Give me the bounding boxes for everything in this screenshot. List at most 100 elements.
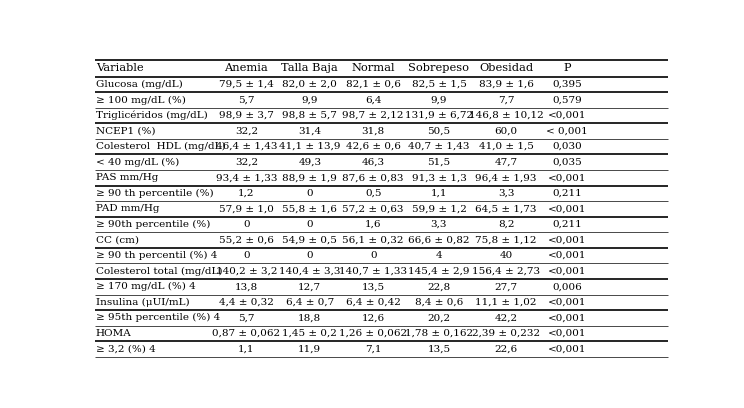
Text: 4: 4: [436, 251, 442, 260]
Text: 6,4: 6,4: [365, 95, 382, 104]
Text: Variable: Variable: [96, 63, 144, 73]
Text: 2,39 ± 0,232: 2,39 ± 0,232: [472, 329, 540, 338]
Text: 56,1 ± 0,32: 56,1 ± 0,32: [342, 235, 404, 244]
Text: 40: 40: [499, 251, 513, 260]
Text: 145,4 ± 2,9: 145,4 ± 2,9: [408, 267, 469, 276]
Text: 0,035: 0,035: [552, 158, 582, 167]
Text: 7,1: 7,1: [365, 344, 382, 354]
Text: Colesterol total (mg/dL): Colesterol total (mg/dL): [96, 267, 222, 276]
Text: 75,8 ± 1,12: 75,8 ± 1,12: [475, 235, 537, 244]
Text: 140,7 ± 1,33: 140,7 ± 1,33: [339, 267, 407, 276]
Text: 11,9: 11,9: [298, 344, 321, 354]
Text: 47,7: 47,7: [495, 158, 518, 167]
Text: 54,9 ± 0,5: 54,9 ± 0,5: [283, 235, 337, 244]
Text: 31,4: 31,4: [298, 126, 321, 135]
Text: 0: 0: [243, 251, 250, 260]
Text: 13,8: 13,8: [235, 282, 258, 291]
Text: 57,2 ± 0,63: 57,2 ± 0,63: [342, 204, 404, 213]
Text: 0,87 ± 0,062: 0,87 ± 0,062: [212, 329, 280, 338]
Text: 5,7: 5,7: [238, 313, 254, 322]
Text: 0,5: 0,5: [365, 189, 382, 198]
Text: 8,2: 8,2: [498, 220, 514, 229]
Text: 59,9 ± 1,2: 59,9 ± 1,2: [411, 204, 466, 213]
Text: CC (cm): CC (cm): [96, 235, 139, 244]
Text: 82,5 ± 1,5: 82,5 ± 1,5: [411, 80, 466, 89]
Text: ≥ 90th percentile (%): ≥ 90th percentile (%): [96, 220, 211, 229]
Text: <0,001: <0,001: [548, 298, 586, 307]
Text: 51,5: 51,5: [427, 158, 451, 167]
Text: 1,6: 1,6: [365, 220, 382, 229]
Text: 0: 0: [307, 220, 313, 229]
Text: 1,1: 1,1: [431, 189, 447, 198]
Text: 55,8 ± 1,6: 55,8 ± 1,6: [283, 204, 337, 213]
Text: < 40 mg/dL (%): < 40 mg/dL (%): [96, 157, 179, 167]
Text: 9,9: 9,9: [431, 95, 447, 104]
Text: 5,7: 5,7: [238, 95, 254, 104]
Text: 4,4 ± 0,32: 4,4 ± 0,32: [219, 298, 274, 307]
Text: 6,4 ± 0,42: 6,4 ± 0,42: [346, 298, 401, 307]
Text: <0,001: <0,001: [548, 267, 586, 276]
Text: 12,6: 12,6: [362, 313, 385, 322]
Text: ≥ 90 th percentil (%) 4: ≥ 90 th percentil (%) 4: [96, 251, 217, 260]
Text: 31,8: 31,8: [362, 126, 385, 135]
Text: <0,001: <0,001: [548, 329, 586, 338]
Text: 0,395: 0,395: [552, 80, 582, 89]
Text: 20,2: 20,2: [427, 313, 451, 322]
Text: 98,8 ± 5,7: 98,8 ± 5,7: [283, 111, 337, 120]
Text: <0,001: <0,001: [548, 204, 586, 213]
Text: 140,4 ± 3,3: 140,4 ± 3,3: [279, 267, 341, 276]
Text: ≥ 100 mg/dL (%): ≥ 100 mg/dL (%): [96, 95, 186, 104]
Text: 1,2: 1,2: [238, 189, 254, 198]
Text: 42,6 ± 0,6: 42,6 ± 0,6: [346, 142, 401, 151]
Text: 93,4 ± 1,33: 93,4 ± 1,33: [216, 173, 277, 182]
Text: <0,001: <0,001: [548, 251, 586, 260]
Text: <0,001: <0,001: [548, 313, 586, 322]
Text: 12,7: 12,7: [298, 282, 321, 291]
Text: Insulina (μUI/mL): Insulina (μUI/mL): [96, 298, 190, 307]
Text: 22,6: 22,6: [495, 344, 518, 354]
Text: 42,2: 42,2: [495, 313, 518, 322]
Text: PAD mm/Hg: PAD mm/Hg: [96, 204, 159, 213]
Text: 27,7: 27,7: [495, 282, 518, 291]
Text: 0: 0: [243, 220, 250, 229]
Text: 87,6 ± 0,83: 87,6 ± 0,83: [342, 173, 404, 182]
Text: 91,3 ± 1,3: 91,3 ± 1,3: [411, 173, 466, 182]
Text: 32,2: 32,2: [235, 158, 258, 167]
Text: 49,3: 49,3: [298, 158, 321, 167]
Text: Anemia: Anemia: [225, 63, 269, 73]
Text: 146,8 ± 10,12: 146,8 ± 10,12: [469, 111, 544, 120]
Text: 0,579: 0,579: [552, 95, 582, 104]
Text: <0,001: <0,001: [548, 173, 586, 182]
Text: 82,1 ± 0,6: 82,1 ± 0,6: [346, 80, 401, 89]
Text: 3,3: 3,3: [498, 189, 514, 198]
Text: Triglicéridos (mg/dL): Triglicéridos (mg/dL): [96, 111, 208, 120]
Text: 46,4 ± 1,43: 46,4 ± 1,43: [216, 142, 277, 151]
Text: <0,001: <0,001: [548, 111, 586, 120]
Text: ≥ 95th percentile (%) 4: ≥ 95th percentile (%) 4: [96, 313, 220, 322]
Text: 57,9 ± 1,0: 57,9 ± 1,0: [219, 204, 274, 213]
Text: 98,9 ± 3,7: 98,9 ± 3,7: [219, 111, 274, 120]
Text: 50,5: 50,5: [427, 126, 451, 135]
Text: 82,0 ± 2,0: 82,0 ± 2,0: [283, 80, 337, 89]
Text: 64,5 ± 1,73: 64,5 ± 1,73: [475, 204, 537, 213]
Text: 79,5 ± 1,4: 79,5 ± 1,4: [219, 80, 274, 89]
Text: 98,7 ± 2,12: 98,7 ± 2,12: [342, 111, 404, 120]
Text: ≥ 90 th percentile (%): ≥ 90 th percentile (%): [96, 189, 214, 198]
Text: <0,001: <0,001: [548, 235, 586, 244]
Text: 1,78 ± 0,162: 1,78 ± 0,162: [405, 329, 473, 338]
Text: 60,0: 60,0: [495, 126, 518, 135]
Text: 46,3: 46,3: [362, 158, 385, 167]
Text: 0,211: 0,211: [552, 189, 582, 198]
Text: 13,5: 13,5: [362, 282, 385, 291]
Text: <0,001: <0,001: [548, 344, 586, 354]
Text: 1,26 ± 0,062: 1,26 ± 0,062: [339, 329, 407, 338]
Text: 0,006: 0,006: [552, 282, 582, 291]
Text: 88,9 ± 1,9: 88,9 ± 1,9: [283, 173, 337, 182]
Text: HOMA: HOMA: [96, 329, 132, 338]
Text: 0: 0: [307, 189, 313, 198]
Text: 22,8: 22,8: [427, 282, 451, 291]
Text: 18,8: 18,8: [298, 313, 321, 322]
Text: ≥ 3,2 (%) 4: ≥ 3,2 (%) 4: [96, 344, 155, 354]
Text: Talla Baja: Talla Baja: [281, 63, 339, 73]
Text: 156,4 ± 2,73: 156,4 ± 2,73: [472, 267, 540, 276]
